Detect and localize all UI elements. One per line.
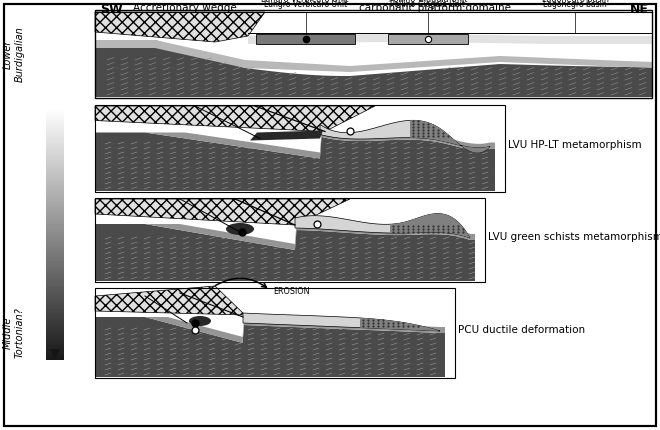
Bar xyxy=(388,34,468,44)
Polygon shape xyxy=(360,318,440,331)
Text: LVU green schists metamorphism: LVU green schists metamorphism xyxy=(488,232,660,242)
Polygon shape xyxy=(95,199,350,225)
Polygon shape xyxy=(95,106,375,132)
Text: Lagonegro basin: Lagonegro basin xyxy=(542,0,609,4)
Polygon shape xyxy=(248,34,652,44)
Polygon shape xyxy=(95,132,495,191)
Polygon shape xyxy=(243,313,440,331)
FancyArrowPatch shape xyxy=(215,278,267,287)
Bar xyxy=(95,288,455,378)
Bar xyxy=(95,10,652,98)
Text: Middle
Tortonian?: Middle Tortonian? xyxy=(3,307,25,358)
Bar xyxy=(95,288,652,378)
Polygon shape xyxy=(95,12,265,42)
Text: PCU ductile deformation: PCU ductile deformation xyxy=(458,325,585,335)
Text: Pollino-Ciagola Unit: Pollino-Ciagola Unit xyxy=(389,0,467,4)
Text: SW: SW xyxy=(100,3,123,16)
Text: EROSION: EROSION xyxy=(273,286,310,295)
Text: Pollino-Ciagola Unit: Pollino-Ciagola Unit xyxy=(391,0,465,9)
Polygon shape xyxy=(95,317,445,377)
Text: carbonatic platform domaine: carbonatic platform domaine xyxy=(359,3,511,13)
Polygon shape xyxy=(95,224,475,250)
Text: NE: NE xyxy=(630,3,649,16)
Polygon shape xyxy=(95,224,475,281)
Text: Lagonegro basin: Lagonegro basin xyxy=(543,0,607,9)
Polygon shape xyxy=(95,132,495,159)
Text: Accretionary wedge: Accretionary wedge xyxy=(133,3,237,13)
Text: Lungro-Verbicaro Unit: Lungro-Verbicaro Unit xyxy=(264,0,347,9)
Polygon shape xyxy=(390,214,470,238)
Polygon shape xyxy=(320,120,490,153)
Bar xyxy=(95,105,505,192)
Polygon shape xyxy=(410,120,490,153)
Ellipse shape xyxy=(226,223,254,235)
Polygon shape xyxy=(250,130,323,141)
Bar xyxy=(95,10,652,98)
Ellipse shape xyxy=(189,316,211,326)
Polygon shape xyxy=(95,286,245,315)
Bar xyxy=(95,105,652,192)
Text: Lungro-Verbicaro Unit: Lungro-Verbicaro Unit xyxy=(261,0,348,4)
Polygon shape xyxy=(95,40,652,97)
Polygon shape xyxy=(95,317,445,343)
Text: LVU HP-LT metamorphism: LVU HP-LT metamorphism xyxy=(508,141,642,150)
Text: Lower
Burdigalian: Lower Burdigalian xyxy=(3,26,25,82)
Bar xyxy=(95,198,652,282)
Polygon shape xyxy=(295,214,470,238)
Bar xyxy=(256,34,355,44)
Bar xyxy=(95,198,485,282)
Polygon shape xyxy=(95,40,652,72)
